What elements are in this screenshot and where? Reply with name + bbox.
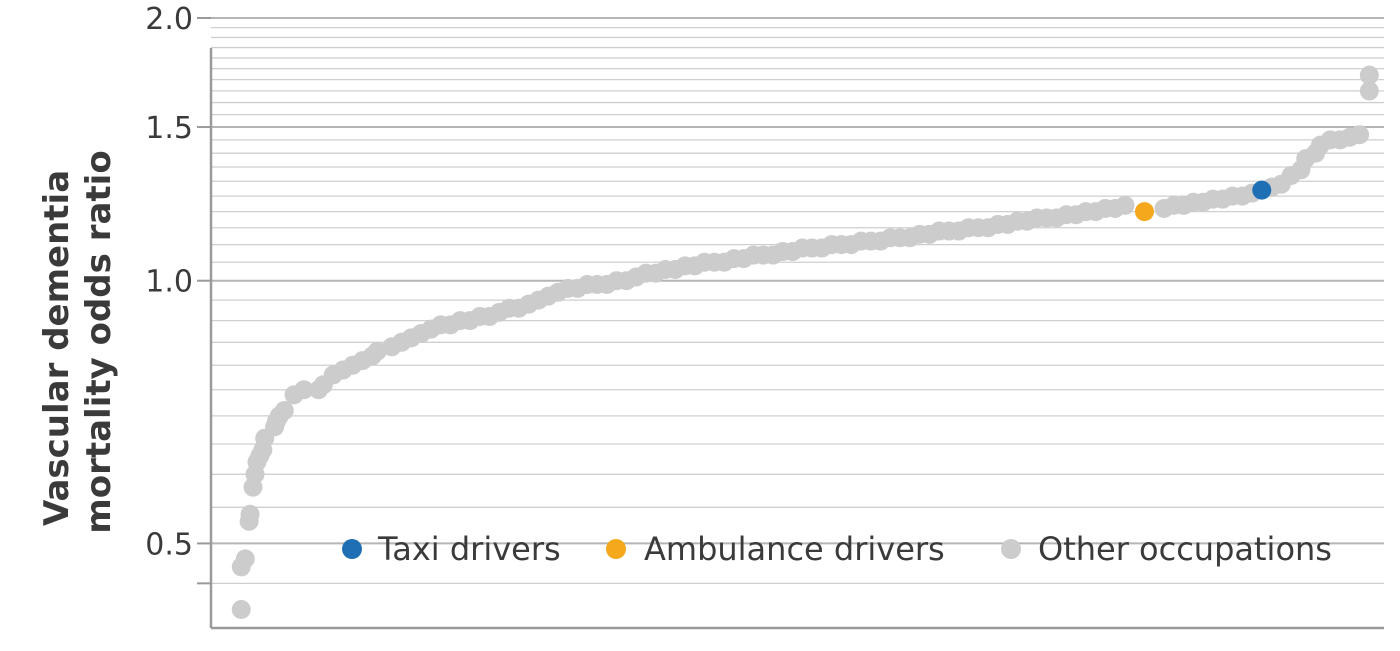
point-other: [1350, 125, 1370, 145]
legend-label-ambulance: Ambulance drivers: [644, 530, 945, 568]
legend-label-taxi: Taxi drivers: [377, 530, 561, 568]
point-ambulance: [1134, 202, 1154, 222]
legend-dot-taxi: [342, 539, 362, 559]
point-other: [294, 380, 314, 400]
point-other: [231, 600, 251, 620]
point-other: [367, 341, 387, 361]
y-tick-labels: 0.5 1.0 1.5 2.0: [145, 2, 193, 562]
y-axis-label-line-1: Vascular dementia: [37, 170, 77, 526]
legend: Taxi drivers Ambulance drivers Other occ…: [342, 530, 1332, 568]
point-other: [1359, 81, 1379, 101]
gridlines: [197, 17, 1384, 585]
y-axis-label: Vascular dementia mortality odds ratio: [37, 150, 119, 533]
legend-label-other: Other occupations: [1038, 530, 1332, 568]
y-tick-label: 1.0: [145, 265, 193, 300]
y-tick-label: 1.5: [145, 111, 193, 146]
point-other: [1115, 195, 1135, 215]
point-other: [1359, 65, 1379, 85]
y-axis-label-line-2: mortality odds ratio: [79, 150, 119, 533]
point-other: [235, 549, 255, 569]
legend-dot-ambulance: [606, 539, 626, 559]
point-other: [240, 504, 260, 524]
y-axis: [209, 48, 1384, 630]
y-tick-label: 2.0: [145, 2, 193, 37]
point-other: [274, 401, 294, 421]
y-tick-label: 0.5: [145, 527, 193, 562]
data-points: [231, 65, 1379, 620]
legend-dot-other: [1001, 539, 1021, 559]
point-taxi: [1252, 180, 1272, 200]
